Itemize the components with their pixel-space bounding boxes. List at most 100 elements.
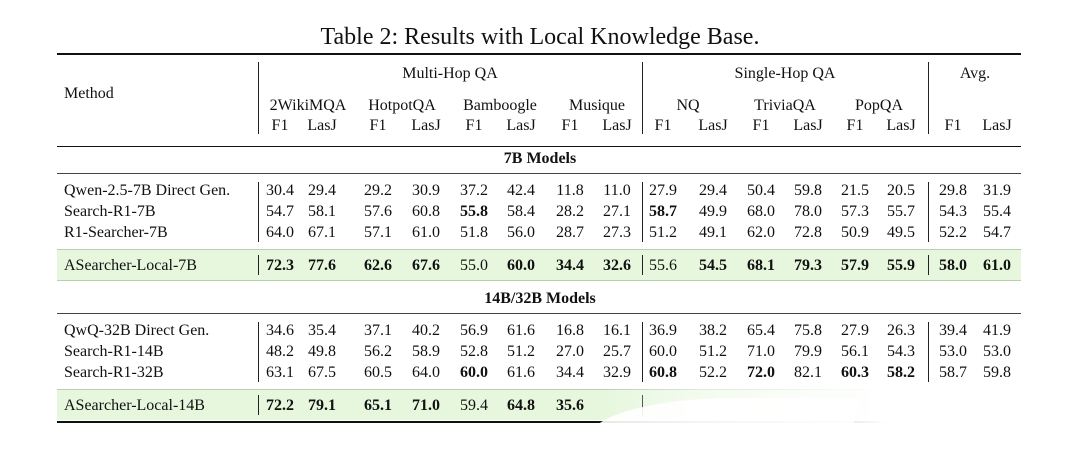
table-cell: 78.0 bbox=[794, 203, 822, 220]
table-cell: 79.9 bbox=[794, 343, 822, 360]
highlight-band bbox=[57, 249, 1021, 280]
metric-header: F1 bbox=[465, 117, 483, 134]
section-title: 7B Models bbox=[503, 150, 577, 167]
table-cell: 58.7 bbox=[939, 364, 967, 381]
table-cell: 54.7 bbox=[983, 224, 1011, 241]
table-cell: 29.2 bbox=[364, 182, 392, 199]
table-cell: 49.5 bbox=[887, 224, 915, 241]
table-cell: 59.8 bbox=[983, 364, 1011, 381]
table-cell: 56.0 bbox=[507, 224, 535, 241]
highlight-band-top bbox=[57, 249, 1021, 250]
metric-header: LasJ bbox=[602, 117, 632, 134]
table-cell: 68.0 bbox=[747, 203, 775, 220]
section-rule bbox=[57, 313, 1021, 314]
table-cell: 40.2 bbox=[412, 322, 440, 339]
table-cell: 71.0 bbox=[747, 343, 775, 360]
table-cell: 61.6 bbox=[507, 322, 535, 339]
dataset-header: 2WikiMQA bbox=[269, 97, 347, 114]
table-cell: 30.9 bbox=[412, 182, 440, 199]
table-cell: 28.7 bbox=[556, 224, 584, 241]
table-cell: 56.2 bbox=[364, 343, 392, 360]
table-cell: 68.1 bbox=[747, 257, 775, 274]
table-cell: 51.2 bbox=[649, 224, 677, 241]
table-cell: 79.3 bbox=[794, 257, 822, 274]
method-header: Method bbox=[64, 85, 114, 102]
dataset-header: PopQA bbox=[854, 97, 904, 114]
table-cell: 32.6 bbox=[603, 257, 631, 274]
metric-header: LasJ bbox=[793, 117, 823, 134]
table-cell: 11.0 bbox=[603, 182, 631, 199]
table-cell: 54.5 bbox=[699, 257, 727, 274]
table-cell: 21.5 bbox=[841, 182, 869, 199]
table-cell: 58.1 bbox=[308, 203, 336, 220]
row-vline bbox=[258, 182, 259, 242]
table-cell: 56.1 bbox=[841, 343, 869, 360]
table-cell: 27.0 bbox=[556, 343, 584, 360]
section-title: 14B/32B Models bbox=[484, 290, 596, 307]
row-vline bbox=[258, 322, 259, 382]
table-cell: 55.8 bbox=[460, 203, 488, 220]
metric-header: F1 bbox=[369, 117, 387, 134]
table-cell: 34.4 bbox=[556, 364, 584, 381]
row-method: Search-R1-7B bbox=[64, 203, 156, 220]
table-cell: 72.8 bbox=[794, 224, 822, 241]
table-cell: 72.2 bbox=[266, 397, 294, 414]
row-vline bbox=[928, 322, 929, 382]
table-cell: 53.0 bbox=[983, 343, 1011, 360]
table-cell: 54.3 bbox=[887, 343, 915, 360]
table-cell: 64.8 bbox=[507, 397, 535, 414]
table-cell: 27.9 bbox=[841, 322, 869, 339]
table-cell: 25.7 bbox=[603, 343, 631, 360]
table-cell: 67.6 bbox=[412, 257, 440, 274]
rule-top bbox=[57, 53, 1021, 55]
table-cell: 27.3 bbox=[603, 224, 631, 241]
vline-single-avg bbox=[928, 62, 929, 134]
metric-header: LasJ bbox=[506, 117, 536, 134]
table-cell: 35.6 bbox=[556, 397, 584, 414]
table-cell: 37.1 bbox=[364, 322, 392, 339]
table-cell: 57.6 bbox=[364, 203, 392, 220]
table-cell: 26.3 bbox=[887, 322, 915, 339]
table-cell: 20.5 bbox=[887, 182, 915, 199]
table-cell: 50.4 bbox=[747, 182, 775, 199]
table-cell: 29.4 bbox=[699, 182, 727, 199]
row-method: Search-R1-32B bbox=[64, 364, 164, 381]
table-cell: 27.9 bbox=[649, 182, 677, 199]
table-cell: 60.0 bbox=[507, 257, 535, 274]
table-cell: 41.9 bbox=[983, 322, 1011, 339]
table-cell: 39.4 bbox=[939, 322, 967, 339]
band-vline bbox=[258, 395, 259, 415]
dataset-header: HotpotQA bbox=[368, 97, 436, 114]
table-cell: 58.7 bbox=[649, 203, 677, 220]
table-cell: 61.0 bbox=[983, 257, 1011, 274]
table-caption: Table 2: Results with Local Knowledge Ba… bbox=[320, 24, 760, 50]
table-cell: 72.3 bbox=[266, 257, 294, 274]
band-vline bbox=[928, 255, 929, 275]
table-cell: 49.1 bbox=[699, 224, 727, 241]
dataset-header: NQ bbox=[676, 97, 700, 114]
table-cell: 30.4 bbox=[266, 182, 294, 199]
table-cell: 37.2 bbox=[460, 182, 488, 199]
table-cell: 54.7 bbox=[266, 203, 294, 220]
highlight-band-bottom bbox=[57, 280, 1021, 281]
dataset-header: TriviaQA bbox=[754, 97, 816, 114]
table-cell: 65.1 bbox=[364, 397, 392, 414]
table-cell: 52.2 bbox=[699, 364, 727, 381]
table-cell: 42.4 bbox=[507, 182, 535, 199]
table-cell: 55.7 bbox=[887, 203, 915, 220]
table-cell: 51.8 bbox=[460, 224, 488, 241]
table-cell: 52.8 bbox=[460, 343, 488, 360]
table-cell: 60.8 bbox=[412, 203, 440, 220]
row-method: Search-R1-14B bbox=[64, 343, 164, 360]
table-cell: 72.0 bbox=[747, 364, 775, 381]
vline-method bbox=[258, 62, 259, 134]
metric-header: F1 bbox=[944, 117, 962, 134]
dataset-header: Bamboogle bbox=[463, 97, 537, 114]
table-cell: 59.4 bbox=[460, 397, 488, 414]
table-cell: 61.0 bbox=[412, 224, 440, 241]
table-cell: 57.3 bbox=[841, 203, 869, 220]
row-vline bbox=[642, 322, 643, 382]
table-cell: 65.4 bbox=[747, 322, 775, 339]
table-cell: 49.9 bbox=[699, 203, 727, 220]
row-vline bbox=[642, 182, 643, 242]
